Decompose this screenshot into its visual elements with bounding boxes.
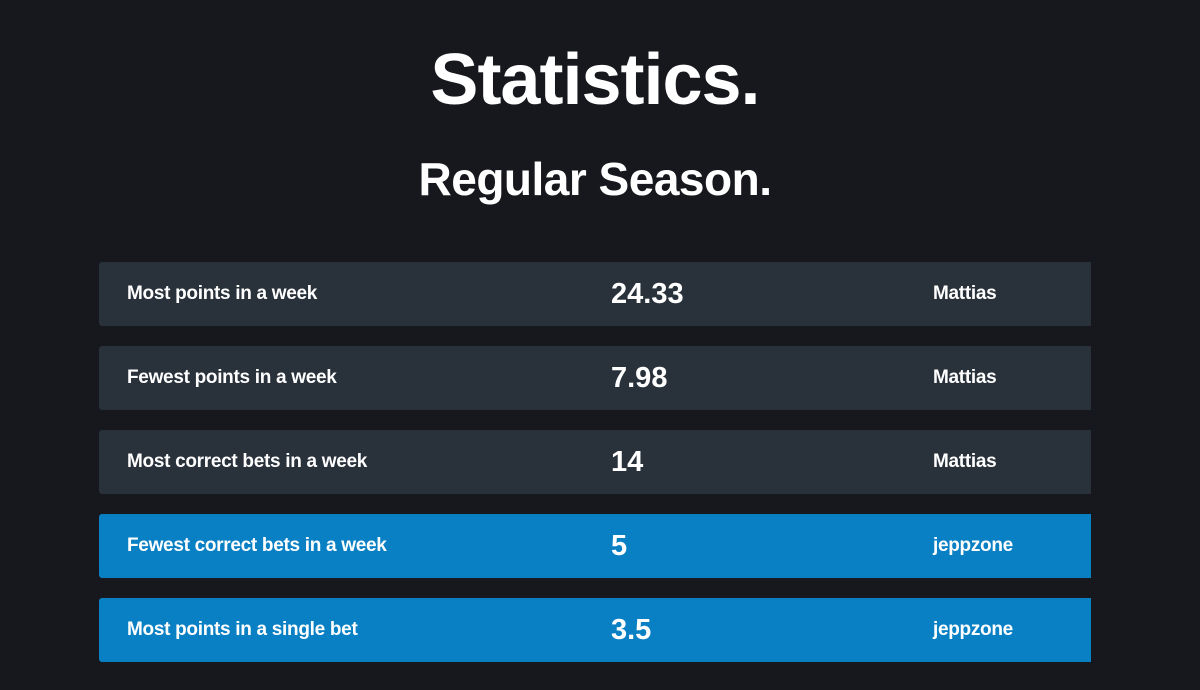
stat-holder: Mattias: [933, 451, 997, 472]
stat-holder: jeppzone: [933, 619, 1013, 640]
stat-value: 24.33: [611, 278, 684, 310]
stat-value: 5: [611, 530, 628, 562]
stat-holder: Mattias: [933, 367, 997, 388]
stat-label: Most correct bets in a week: [127, 451, 368, 472]
stat-label: Fewest correct bets in a week: [127, 535, 387, 556]
section-title: Regular Season.: [418, 153, 772, 205]
stat-holder: jeppzone: [933, 535, 1013, 556]
stat-row: Most points in a single bet 3.5 jeppzone: [99, 598, 1091, 662]
stat-label: Most points in a single bet: [127, 619, 358, 640]
stat-row: Most correct bets in a week 14 Mattias: [99, 430, 1091, 494]
page-title: Statistics.: [430, 40, 760, 120]
stat-value: 3.5: [611, 614, 652, 646]
stat-row: Most points in a week 24.33 Mattias: [99, 262, 1091, 326]
stat-label: Most points in a week: [127, 283, 318, 304]
stat-value: 7.98: [611, 362, 668, 394]
stat-holder: Mattias: [933, 283, 997, 304]
stat-label: Fewest points in a week: [127, 367, 337, 388]
stats-list: Most points in a week 24.33 Mattias Fewe…: [99, 262, 1091, 682]
stat-row: Fewest correct bets in a week 5 jeppzone: [99, 514, 1091, 578]
stat-value: 14: [611, 446, 644, 478]
stat-row: Fewest points in a week 7.98 Mattias: [99, 346, 1091, 410]
